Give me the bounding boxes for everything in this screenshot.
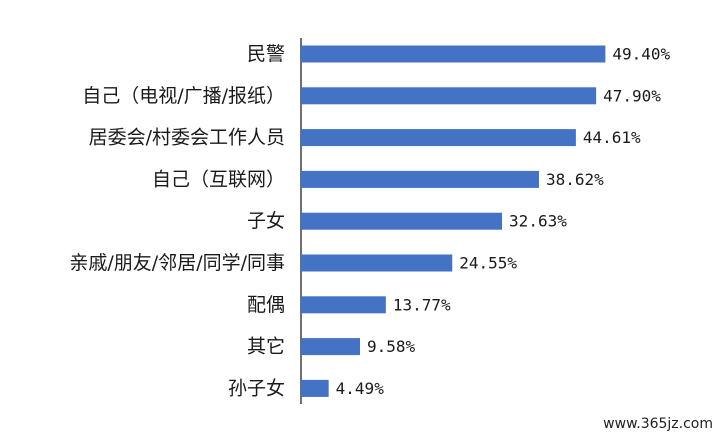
bar bbox=[301, 338, 361, 356]
category-label: 自己（互联网） bbox=[152, 168, 285, 190]
bar bbox=[301, 129, 576, 147]
category-label: 其它 bbox=[247, 336, 285, 358]
bar bbox=[301, 45, 606, 63]
data-label: 13.77% bbox=[393, 295, 451, 314]
data-label: 38.62% bbox=[546, 170, 604, 189]
category-label: 配偶 bbox=[247, 294, 285, 316]
category-label: 民警 bbox=[247, 43, 285, 65]
data-label: 49.40% bbox=[612, 45, 670, 64]
category-label: 自己（电视/广播/报纸） bbox=[82, 85, 285, 107]
bars-group: 民警 49.40% 自己（电视/广播/报纸） 47.90% 居委会/村委会工作人员 44.… bbox=[69, 43, 670, 399]
data-label: 9.58% bbox=[367, 337, 416, 356]
bar bbox=[301, 379, 329, 397]
bar bbox=[301, 254, 453, 272]
category-label: 孙子女 bbox=[228, 377, 285, 399]
bar bbox=[301, 212, 503, 230]
data-label: 44.61% bbox=[583, 128, 641, 147]
watermark-text: www.365jz.com bbox=[603, 416, 713, 432]
data-label: 32.63% bbox=[509, 212, 567, 231]
data-label: 24.55% bbox=[459, 254, 517, 273]
category-label: 居委会/村委会工作人员 bbox=[89, 127, 285, 149]
bar bbox=[301, 296, 386, 314]
bar bbox=[301, 170, 539, 188]
data-label: 4.49% bbox=[336, 379, 385, 398]
category-label: 亲戚/朋友/邻居/同学/同事 bbox=[69, 252, 285, 274]
category-label: 子女 bbox=[247, 210, 285, 232]
bar bbox=[301, 87, 597, 105]
data-label: 47.90% bbox=[603, 86, 661, 105]
